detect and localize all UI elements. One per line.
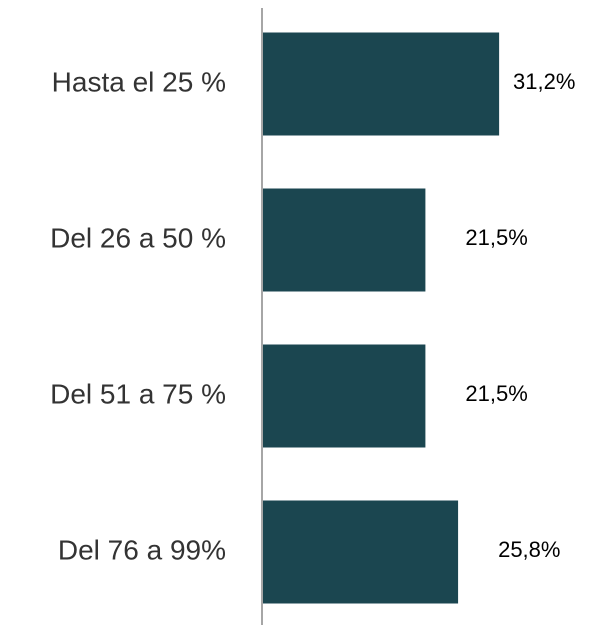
bar bbox=[263, 500, 459, 604]
bar bbox=[263, 188, 426, 292]
value-label: 21,5% bbox=[465, 225, 527, 250]
value-label: 25,8% bbox=[498, 537, 560, 562]
value-label: 21,5% bbox=[465, 381, 527, 406]
value-label: 31,2% bbox=[513, 69, 575, 94]
category-label: Del 26 a 50 % bbox=[50, 222, 226, 253]
category-label: Del 76 a 99% bbox=[58, 534, 226, 565]
bar bbox=[263, 32, 500, 136]
category-label: Del 51 a 75 % bbox=[50, 378, 226, 409]
category-label: Hasta el 25 % bbox=[52, 66, 226, 97]
bar bbox=[263, 344, 426, 448]
